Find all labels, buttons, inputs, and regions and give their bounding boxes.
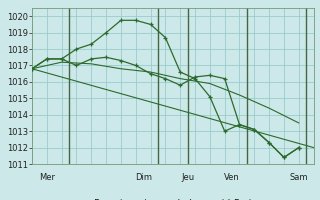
- Text: Sam: Sam: [290, 173, 308, 182]
- Text: Dim: Dim: [135, 173, 152, 182]
- Text: Ven: Ven: [224, 173, 240, 182]
- Text: Mer: Mer: [39, 173, 55, 182]
- Text: Pression niveau de la mer( hPa ): Pression niveau de la mer( hPa ): [94, 198, 252, 200]
- Text: Jeu: Jeu: [181, 173, 194, 182]
